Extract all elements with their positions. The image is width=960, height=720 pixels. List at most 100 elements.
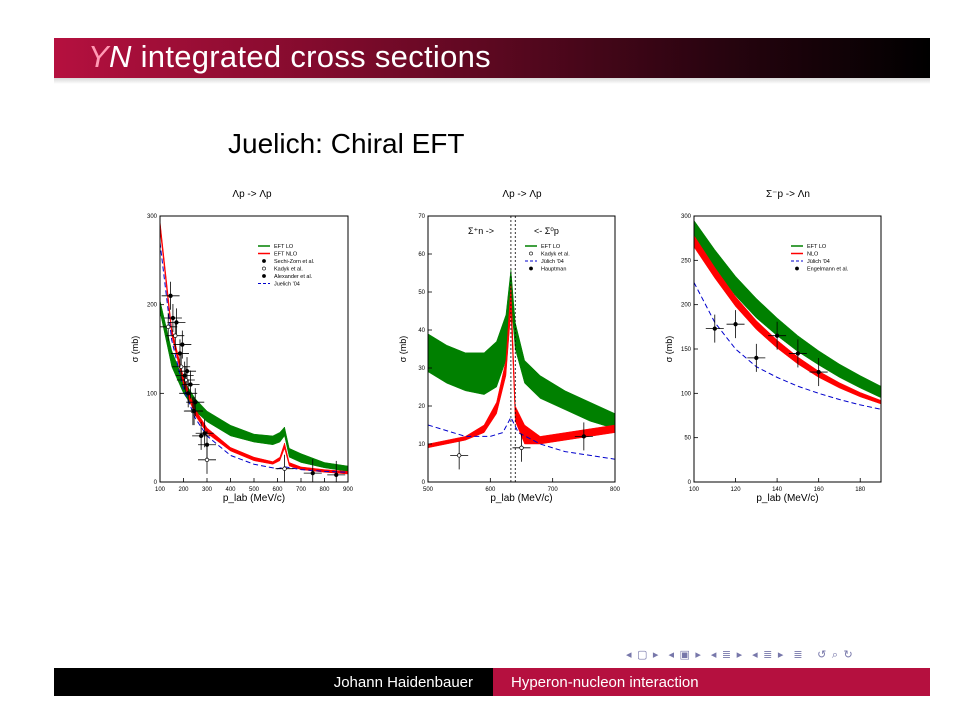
nav-left-icon[interactable]: ◂ ▢ ▸ — [626, 648, 660, 661]
data-point — [172, 352, 191, 381]
y-tick-label: 200 — [147, 303, 158, 309]
data-marker — [191, 408, 197, 414]
legend-entry: Engelmann et al. — [807, 267, 849, 273]
legend-entry: Hauptman — [541, 267, 566, 273]
chart-title: Σ⁻p -> Λn — [766, 189, 810, 200]
legend-entry: EFT LO — [807, 244, 827, 250]
data-marker — [774, 333, 780, 338]
footer-talk-title: Hyperon-nucleon interaction — [511, 674, 699, 691]
data-marker — [310, 470, 315, 476]
data-point — [173, 330, 192, 359]
y-tick-label: 300 — [147, 214, 158, 220]
data-point — [185, 397, 204, 426]
x-tick-label: 800 — [319, 487, 330, 493]
data-point — [747, 343, 766, 372]
nav-section-icon[interactable]: ◂ ≣ ▸ — [752, 648, 785, 661]
y-tick-label: 100 — [681, 391, 692, 397]
x-tick-label: 100 — [689, 487, 700, 493]
data-marker — [733, 322, 738, 327]
data-marker — [816, 369, 821, 375]
data-marker — [188, 382, 193, 387]
x-tick-label: 500 — [249, 487, 260, 493]
y-tick-label: 40 — [418, 328, 425, 334]
data-marker — [712, 326, 717, 331]
legend: EFT LO Kadyk et al.Jülich '04 Hauptman — [525, 244, 570, 273]
slide-subtitle: Juelich: Chiral EFT — [228, 128, 465, 159]
plot-area — [160, 220, 348, 482]
data-marker — [168, 293, 173, 298]
legend-entry: Sechi-Zorn et al. — [274, 259, 315, 265]
data-point — [175, 361, 194, 390]
x-tick-label: 160 — [814, 487, 825, 493]
y-tick-label: 10 — [418, 442, 425, 448]
y-tick-label: 150 — [681, 347, 692, 353]
nav-frame-icon[interactable]: ◂ ▣ ▸ — [668, 648, 702, 661]
x-tick-label: 200 — [178, 487, 189, 493]
plot-area — [694, 220, 881, 410]
chart-title: Λp -> Λp — [232, 189, 272, 200]
footer-author-bar: Johann Haidenbauer — [54, 668, 493, 696]
chart-title: Λp -> Λp — [502, 189, 542, 200]
chart-panel-3: Σ⁻p -> Λn 100 120 140 160 180 0 50 100 150 200 250 3… — [664, 189, 882, 504]
y-tick-label: 0 — [688, 480, 692, 486]
nav-search-icon[interactable]: ↺ ⌕ ↻ — [817, 648, 854, 661]
data-point — [809, 358, 828, 387]
data-marker — [282, 466, 287, 471]
x-axis-label: p_lab (MeV/c) — [490, 493, 552, 504]
legend-entry: Juelich '04 — [274, 282, 300, 288]
legend-marker — [262, 274, 266, 278]
y-tick-label: 250 — [681, 258, 692, 264]
data-point — [512, 433, 531, 462]
y-axis-label: σ (mb) — [130, 336, 140, 363]
data-point — [179, 379, 198, 408]
x-tick-label: 600 — [272, 487, 283, 493]
data-point — [275, 454, 294, 482]
data-marker — [519, 445, 524, 450]
data-marker — [180, 342, 185, 347]
nav-align-icon[interactable]: ≣ — [793, 648, 804, 661]
line-juelich — [428, 416, 615, 460]
y-tick-label: 30 — [418, 366, 425, 372]
legend-entry: Jülich '04 — [541, 259, 564, 265]
title-bar: YN integrated cross sections — [54, 38, 930, 78]
x-tick-label: 700 — [296, 487, 307, 493]
y-tick-label: 300 — [681, 214, 692, 220]
data-marker — [754, 355, 759, 361]
line-juelich — [160, 242, 348, 473]
chart-panel-2: Λp -> Λp 500 600 700 800 0 10 20 30 40 50 60 70 p_lab… — [398, 189, 621, 504]
beamer-navigation[interactable]: ◂ ▢ ▸ ◂ ▣ ▸ ◂ ≣ ▸ ◂ ≣ ▸ ≣ ↺ ⌕ ↻ — [626, 648, 854, 662]
y-tick-label: 0 — [422, 480, 426, 486]
data-point — [160, 312, 178, 341]
data-point — [726, 310, 745, 339]
y-tick-label: 100 — [147, 391, 158, 397]
x-tick-label: 120 — [731, 487, 742, 493]
x-tick-label: 600 — [485, 487, 496, 493]
y-tick-label: 200 — [681, 303, 692, 309]
y-tick-label: 20 — [418, 404, 425, 410]
legend-entry: EFT LO — [274, 244, 294, 250]
x-tick-label: 300 — [202, 487, 213, 493]
legend-entry: Jülich '04 — [807, 259, 830, 265]
band-eft-lo — [428, 269, 615, 430]
data-point — [166, 321, 185, 350]
legend-entry: EFT LO — [541, 244, 561, 250]
data-marker — [457, 453, 462, 458]
data-marker — [170, 315, 176, 321]
band-eft-lo — [694, 220, 881, 399]
nav-subsection-icon[interactable]: ◂ ≣ ▸ — [710, 648, 744, 661]
line-juelich — [694, 282, 881, 410]
annotation-left: Σ⁺n -> — [468, 226, 494, 236]
legend-entry: NLO — [807, 252, 819, 258]
legend-marker — [795, 266, 799, 271]
legend-entry: Alexander et al. — [274, 274, 313, 280]
data-marker — [177, 351, 183, 356]
slide-title: YN integrated cross sections — [88, 39, 491, 75]
plot-area — [428, 216, 615, 482]
x-axis-label: p_lab (MeV/c) — [223, 493, 285, 504]
x-tick-label: 100 — [155, 487, 166, 493]
band-eft-nlo — [160, 220, 348, 475]
data-marker — [202, 431, 207, 436]
